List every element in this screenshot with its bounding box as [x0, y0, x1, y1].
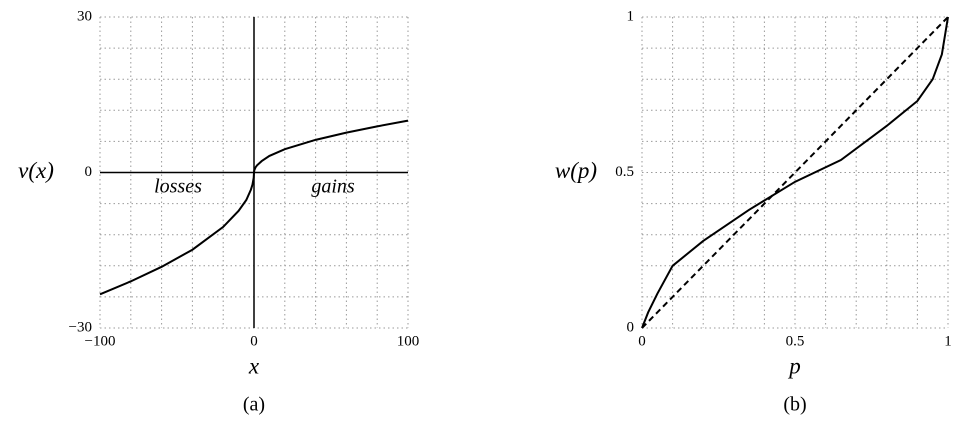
data-line [99, 119, 409, 296]
y-tick-label: 30 [77, 8, 92, 24]
annotation: losses [154, 176, 202, 198]
y-tick-label: 1 [627, 8, 635, 24]
data-line [641, 16, 949, 329]
y-tick-label: 0 [85, 164, 93, 180]
caption: (a) [243, 394, 265, 416]
annotation: gains [311, 176, 355, 198]
x-tick-label: 0.5 [786, 333, 805, 349]
x-tick-label: 1 [944, 333, 952, 349]
x-axis-label: p [787, 353, 801, 378]
y-axis-label: w(p) [555, 158, 597, 183]
y-tick-label: 0 [627, 319, 635, 335]
caption: (b) [783, 394, 806, 416]
x-tick-label: −100 [85, 333, 116, 349]
x-tick-label: 100 [397, 333, 420, 349]
data-line [641, 16, 949, 329]
y-tick-label: 0.5 [615, 164, 634, 180]
y-axis-label: v(x) [18, 158, 54, 183]
y-tick-label: −30 [69, 319, 92, 335]
x-tick-label: 0 [250, 333, 258, 349]
x-axis-label: x [248, 353, 260, 378]
x-tick-label: 0 [638, 333, 646, 349]
